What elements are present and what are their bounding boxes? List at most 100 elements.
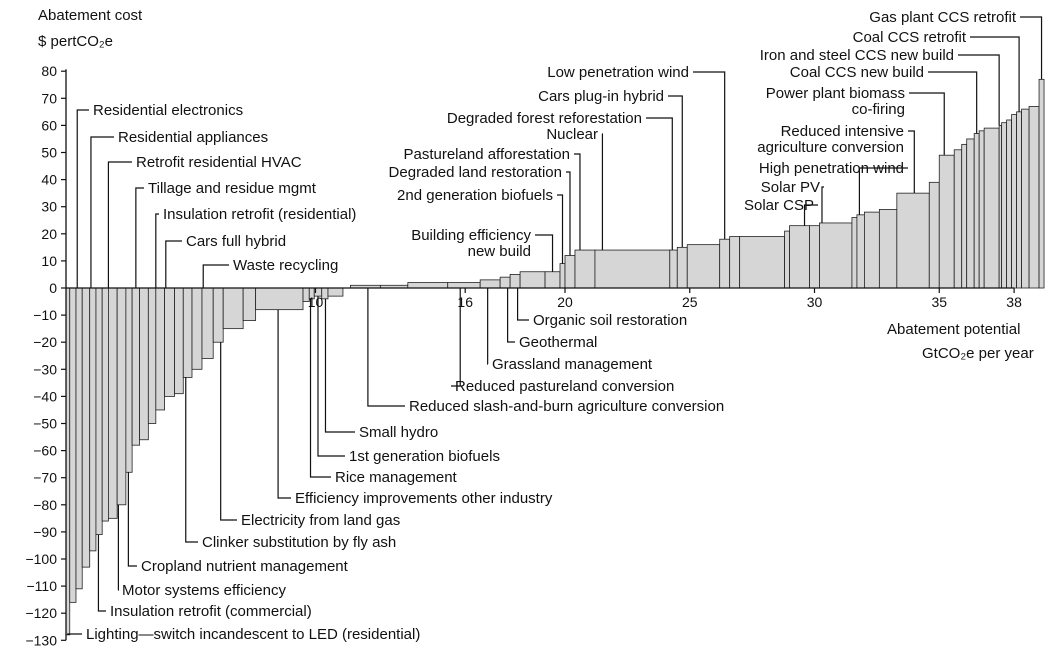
annotation-leader — [508, 288, 515, 342]
y-tick-label: 50 — [41, 145, 57, 161]
annotation-label: Organic soil restoration — [533, 312, 687, 329]
bar-39 — [575, 250, 595, 288]
bar-30 — [408, 283, 448, 288]
y-tick-label: −60 — [33, 443, 57, 459]
annotation-label: Gas plant CCS retrofit — [869, 9, 1017, 26]
annotation-label: Insulation retrofit (commercial) — [110, 603, 312, 620]
x-axis-unit: GtCO₂e per year — [922, 344, 1034, 364]
annotation-label: Low penetration wind — [547, 64, 689, 81]
bar-56 — [929, 182, 939, 288]
y-tick-label: −80 — [33, 497, 57, 513]
annotation-label: Nuclear — [546, 126, 598, 143]
annotation-label: Degraded forest reforestation — [447, 110, 642, 127]
bar-20 — [223, 288, 243, 329]
y-tick-label: 70 — [41, 90, 57, 106]
bar-42 — [677, 247, 687, 288]
x-tick-label: 25 — [682, 294, 698, 310]
bar-49 — [810, 226, 820, 288]
annotation-label: 1st generation biofuels — [349, 448, 500, 465]
y-tick-label: −90 — [33, 524, 57, 540]
bar-60 — [967, 139, 974, 288]
annotation-leader — [557, 195, 563, 264]
bar-1 — [70, 288, 76, 602]
y-tick-label: 0 — [49, 280, 57, 296]
annotation-leader — [693, 72, 725, 239]
y-tick-label: −30 — [33, 361, 57, 377]
bar-3 — [82, 288, 89, 567]
bar-19 — [213, 288, 223, 342]
bar-52 — [857, 215, 864, 288]
annotation-leader — [535, 235, 553, 272]
bar-46 — [740, 237, 785, 288]
y-axis-title: Abatement cost — [38, 6, 142, 26]
bar-63 — [984, 128, 999, 288]
y-axis-unit: $ pertCO₂e — [38, 32, 113, 52]
annotation-label: Retrofit residential HVAC — [136, 154, 302, 171]
bar-57 — [939, 155, 954, 288]
bar-48 — [790, 226, 810, 288]
bar-17 — [192, 288, 202, 369]
annotation-label: Coal CCS new build — [790, 64, 924, 81]
bar-4 — [90, 288, 96, 551]
annotation-leader — [970, 37, 1019, 112]
bar-59 — [962, 144, 967, 288]
annotation-leader — [311, 299, 331, 477]
bar-50 — [819, 223, 851, 288]
y-tick-label: 80 — [41, 63, 57, 79]
annotation-leader — [98, 535, 106, 611]
annotation-label: Residential appliances — [118, 129, 268, 146]
annotation-leader — [128, 472, 137, 566]
annotation-label: Reduced pastureland conversion — [455, 378, 674, 395]
bar-66 — [1007, 120, 1012, 288]
bar-44 — [720, 239, 730, 288]
annotation-label: Tillage and residue mgmt — [148, 180, 317, 197]
y-tick-label: −70 — [33, 470, 57, 486]
annotation-label: 2nd generation biofuels — [397, 187, 553, 204]
bar-15 — [175, 288, 184, 394]
annotation-leader — [668, 96, 682, 247]
bar-68 — [1017, 112, 1022, 288]
bar-35 — [520, 272, 545, 288]
annotation-leader — [566, 172, 570, 255]
bar-61 — [974, 134, 979, 288]
bar-36 — [545, 272, 560, 288]
bar-16 — [183, 288, 192, 377]
x-tick-label: 35 — [931, 294, 947, 310]
bar-51 — [852, 218, 857, 288]
bar-37 — [560, 264, 565, 288]
y-tick-label: 60 — [41, 117, 57, 133]
annotation-label: Grassland management — [492, 356, 653, 373]
x-tick-label: 20 — [557, 294, 573, 310]
annotation-label: Pastureland afforestation — [403, 146, 570, 163]
x-tick-label: 38 — [1006, 294, 1022, 310]
y-tick-label: −110 — [27, 578, 58, 594]
bar-12 — [148, 288, 155, 424]
bar-8 — [117, 288, 126, 505]
annotation-leader — [166, 241, 182, 288]
annotation-leader — [325, 299, 355, 432]
annotation-label: Electricity from land gas — [241, 512, 400, 529]
bar-11 — [140, 288, 149, 440]
annotation-label: Clinker substitution by fly ash — [202, 534, 396, 551]
bar-5 — [96, 288, 102, 535]
bar-40 — [595, 250, 670, 288]
annotation-leader — [156, 214, 159, 288]
bar-21 — [243, 288, 255, 321]
y-tick-label: −10 — [33, 307, 57, 323]
annotation-leader — [646, 118, 672, 250]
annotation-label: Coal CCS retrofit — [853, 29, 967, 46]
bar-10 — [132, 288, 139, 445]
annotation-label: Cropland nutrient management — [141, 558, 349, 575]
annotation-leader — [958, 55, 999, 125]
annotation-label: Efficiency improvements other industry — [295, 490, 553, 507]
annotation-leader — [908, 131, 914, 193]
y-tick-label: −20 — [33, 334, 57, 350]
x-tick-label: 30 — [807, 294, 823, 310]
bar-53 — [864, 212, 879, 288]
y-tick-label: −40 — [33, 388, 57, 404]
bar-47 — [785, 231, 790, 288]
annotation-leader — [1020, 17, 1042, 79]
annotation-leader — [221, 342, 237, 520]
bar-54 — [879, 209, 896, 288]
